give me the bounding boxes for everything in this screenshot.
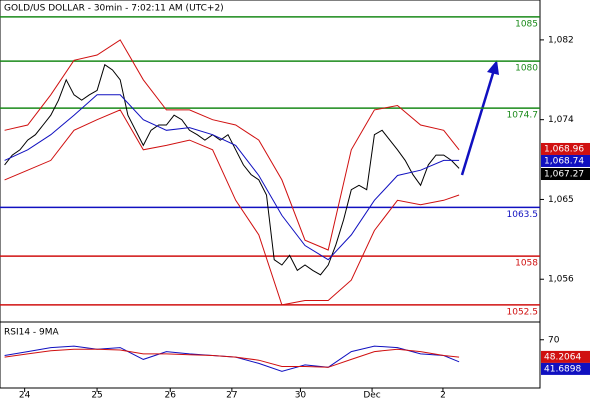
rsi-title: RSI14 - 9MA <box>4 328 60 338</box>
price-line <box>4 39 460 251</box>
x-tick-label: 2 <box>440 391 446 400</box>
last-value-box <box>541 350 590 363</box>
price-line <box>4 63 460 276</box>
x-tick-label: 26 <box>165 391 177 400</box>
x-tick-label: Dec <box>363 391 380 400</box>
last-value-label: 1,067.27 <box>544 170 584 180</box>
rsi-tick-label: 70 <box>548 335 560 345</box>
last-value-box <box>541 362 590 375</box>
last-value-label: 1,068.96 <box>544 144 584 154</box>
last-value-label: 41.6898 <box>544 364 581 374</box>
level-label: 1058 <box>515 259 538 269</box>
y-tick-label: 1,065 <box>548 195 574 205</box>
level-label: 1063.5 <box>507 210 539 220</box>
level-label: 1074.7 <box>507 111 539 121</box>
last-value-box <box>541 168 590 181</box>
last-value-label: 1,068.74 <box>544 156 584 166</box>
x-tick-label: 30 <box>295 391 307 400</box>
last-value-box <box>541 154 590 167</box>
price-line <box>4 109 460 306</box>
last-value-box <box>541 142 590 155</box>
rsi-line <box>4 348 460 368</box>
price-line <box>4 94 460 261</box>
x-tick-label: 27 <box>226 391 237 400</box>
y-tick-label: 1,056 <box>548 275 574 285</box>
level-label: 1052.5 <box>507 307 539 317</box>
forecast-arrow <box>460 60 499 176</box>
y-tick-label: 1,082 <box>548 35 574 45</box>
level-label: 1085 <box>515 19 538 29</box>
chart-title: GOLD/US DOLLAR - 30min - 7:02:11 AM (UTC… <box>4 4 224 14</box>
y-tick-label: 1,074 <box>548 115 574 125</box>
level-label: 1080 <box>515 64 538 74</box>
last-value-label: 48.2064 <box>544 352 581 362</box>
x-tick-label: 24 <box>19 391 31 400</box>
x-tick-label: 25 <box>91 391 102 400</box>
